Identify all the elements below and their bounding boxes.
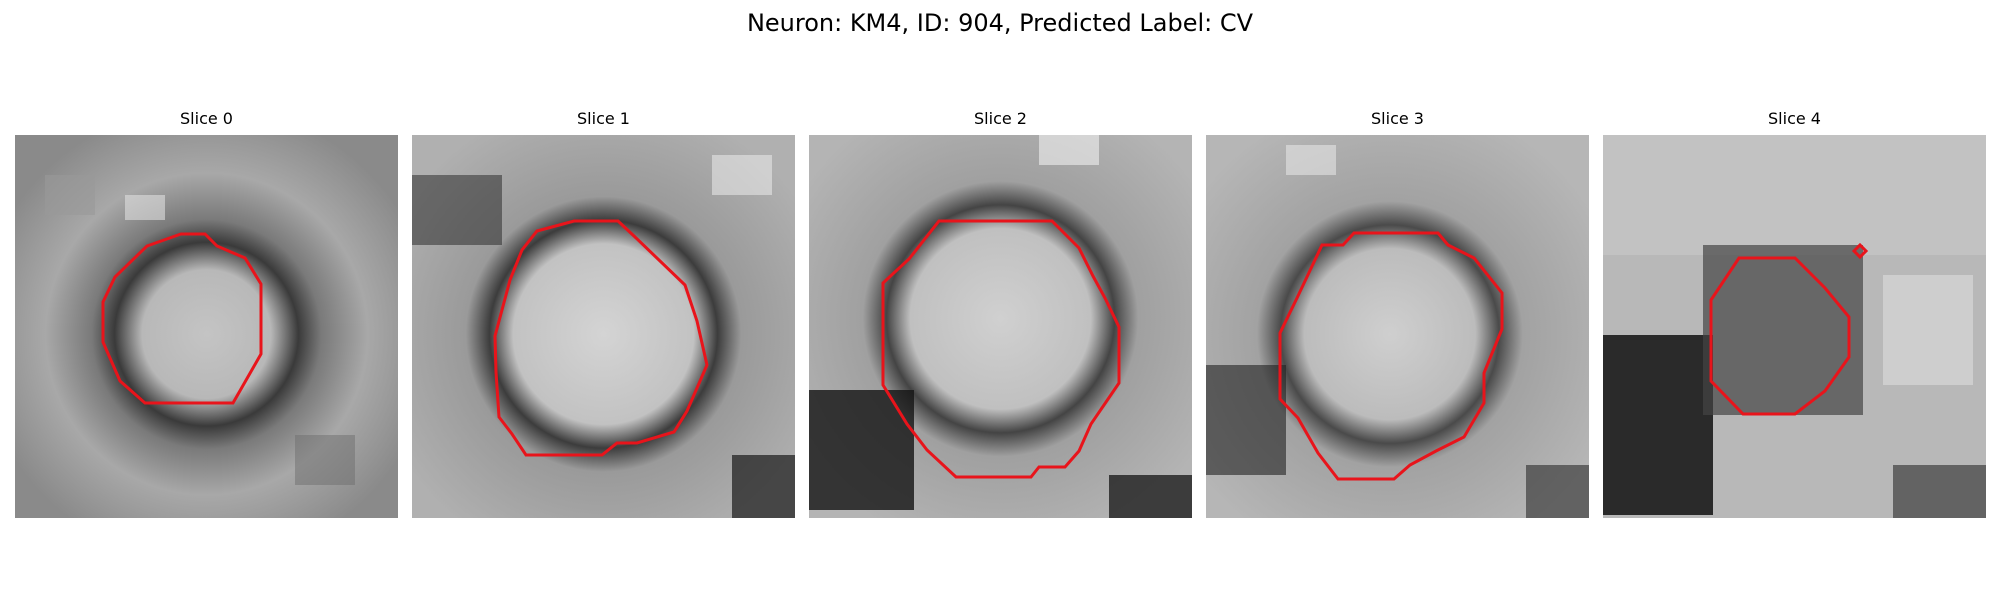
cell-contour [881,219,1121,479]
slice-title: Slice 1 [577,109,630,128]
cell-contour [1278,231,1504,481]
cell-body [1703,245,1863,415]
figure-title: Neuron: KM4, ID: 904, Predicted Label: C… [746,9,1254,37]
cell-contour [493,219,709,457]
slice-panel-1: Slice 1 [412,108,795,518]
slice-panel-4: Slice 4 [1603,108,1986,518]
grain-patch [295,435,355,485]
grain-patch [45,175,95,215]
dark-region [809,390,914,510]
slice-image [412,135,795,518]
slice-image [809,135,1192,518]
slice-title: Slice 3 [1371,109,1424,128]
slice-panel-3: Slice 3 [1206,108,1589,518]
grain-patch [125,195,165,220]
slice-image [15,135,398,518]
cell-contour [101,232,263,405]
grain-patch [1286,145,1336,175]
cell-contour [1709,256,1851,416]
dark-region [412,175,502,245]
grain-patch [1039,135,1099,165]
slice-title: Slice 0 [180,109,233,128]
slice-image [1206,135,1589,518]
dark-region [1893,465,1986,518]
slice-panel-2: Slice 2 [809,108,1192,518]
dark-region [732,455,795,518]
grain-patch [1603,135,1986,255]
dark-region [1603,335,1713,515]
slice-title: Slice 2 [974,109,1027,128]
dark-region [1526,465,1589,518]
contour-fragment [1851,242,1869,260]
slice-panel-0: Slice 0 [15,108,398,518]
slice-title: Slice 4 [1768,109,1821,128]
dark-region [1109,475,1192,518]
grain-patch [712,155,772,195]
dark-region [1206,365,1286,475]
slice-image [1603,135,1986,518]
grain-patch [1883,275,1973,385]
